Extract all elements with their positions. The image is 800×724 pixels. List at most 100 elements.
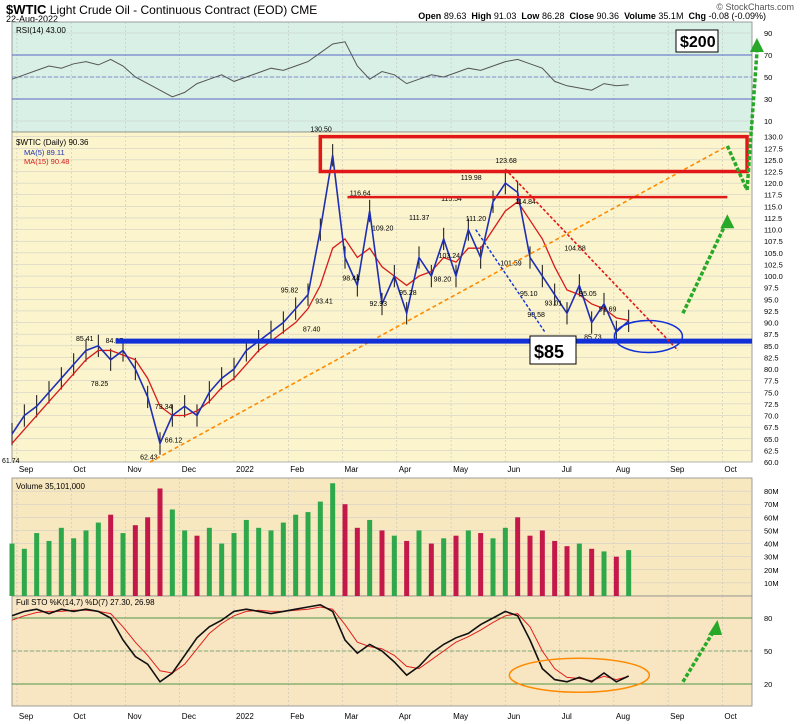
volume-bar	[626, 550, 632, 596]
price-data-label: 123.68	[495, 158, 517, 165]
volume-bar	[478, 533, 484, 596]
price-data-label: 103.24	[439, 253, 461, 260]
volume-bar	[552, 540, 558, 596]
price-data-label: 111.37	[409, 215, 429, 222]
price-y-tick-label: 120.0	[764, 179, 783, 188]
volume-bar	[601, 551, 607, 596]
volume-bar	[120, 533, 126, 596]
support-ellipse	[613, 319, 684, 354]
volume-y-tick-label: 60M	[764, 513, 779, 522]
price-y-tick-label: 117.5	[764, 191, 782, 200]
price-data-label: 62.43	[140, 455, 158, 462]
support-label: $85	[534, 342, 564, 362]
stochastic-y-tick-label: 50	[764, 647, 772, 656]
stochastic-y-tick-label: 20	[764, 680, 772, 689]
month-tick-label: Jul	[562, 465, 572, 474]
month-tick-label: Jun	[507, 712, 520, 721]
volume-bar	[34, 533, 40, 596]
price-data-label: 90.58	[527, 312, 545, 319]
price-y-tick-label: 80.0	[764, 365, 779, 374]
rsi-y-tick-label: 70	[764, 51, 772, 60]
ma15-legend: MA(15) 90.48	[24, 157, 69, 166]
volume-legend: Volume 35,101,000	[16, 482, 85, 491]
ma5-legend: MA(5) 89.11	[24, 148, 65, 157]
price-data-label: 111.20	[466, 216, 486, 223]
volume-bar	[219, 543, 225, 596]
month-tick-label: Aug	[616, 465, 630, 474]
volume-bar	[502, 527, 508, 596]
price-data-label: 95.10	[520, 291, 538, 298]
price-data-label: 130.50	[310, 126, 332, 133]
close-value: 90.36	[596, 11, 620, 21]
price-data-label: 109.20	[372, 225, 394, 232]
volume-y-tick-label: 40M	[764, 540, 779, 549]
rsi-y-tick-label: 10	[764, 117, 772, 126]
price-y-tick-label: 112.5	[764, 214, 782, 223]
quote-summary: Open 89.63 High 91.03 Low 86.28 Close 90…	[418, 11, 766, 21]
volume-bar	[182, 530, 188, 596]
copyright: © StockCharts.com	[716, 2, 794, 12]
price-data-label: 95.28	[399, 290, 417, 297]
price-y-tick-label: 102.5	[764, 260, 783, 269]
volume-bar	[83, 530, 89, 596]
month-tick-label: Aug	[616, 712, 630, 721]
volume-y-tick-label: 50M	[764, 526, 779, 535]
price-y-tick-label: 105.0	[764, 249, 783, 258]
price-y-tick-label: 72.5	[764, 400, 779, 409]
target-label: $200	[680, 34, 716, 51]
volume-bar	[428, 543, 434, 596]
volume-bar	[490, 538, 496, 596]
volume-bar	[46, 540, 52, 596]
ticker-symbol: $WTIC	[6, 2, 47, 17]
price-y-tick-label: 77.5	[764, 377, 779, 386]
price-legend-title: $WTIC (Daily) 90.36	[16, 138, 89, 147]
volume-bar	[317, 501, 323, 596]
price-y-tick-label: 92.5	[764, 307, 779, 316]
price-data-label: 78.25	[91, 381, 109, 388]
volume-y-tick-label: 70M	[764, 500, 779, 509]
month-tick-label: Apr	[399, 465, 412, 474]
green-arrow-2-head	[749, 38, 764, 52]
volume-bar	[194, 535, 200, 596]
month-tick-label: Sep	[670, 465, 685, 474]
chart-title: $WTIC Light Crude Oil - Continuous Contr…	[6, 2, 317, 17]
volume-y-tick-label: 80M	[764, 487, 779, 496]
sto-d-line	[11, 606, 629, 682]
volume-bar	[379, 530, 385, 596]
change-value: -0.08 (-0.09%)	[708, 11, 766, 21]
target-label-box	[675, 29, 719, 53]
price-data-label: 95.82	[281, 288, 299, 295]
price-y-tick-label: 125.0	[764, 156, 783, 165]
price-data-label: 98.20	[434, 276, 452, 283]
price-data-label: 73.34	[155, 404, 173, 411]
price-data-label: 93.01	[545, 301, 563, 308]
volume-bar	[539, 530, 545, 596]
price-data-label: 114.84	[515, 199, 536, 206]
volume-bar	[441, 538, 447, 596]
ma15-line	[11, 200, 629, 444]
month-tick-label: May	[453, 712, 468, 721]
price-y-tick-label: 97.5	[764, 284, 779, 293]
month-tick-label: Dec	[182, 712, 196, 721]
volume-bar	[95, 522, 101, 596]
price-y-tick-label: 127.5	[764, 144, 783, 153]
price-y-tick-label: 90.0	[764, 319, 779, 328]
volume-bar	[367, 519, 373, 596]
volume-bar	[515, 517, 521, 596]
resistance-box	[318, 134, 749, 174]
price-y-tick-label: 65.0	[764, 435, 779, 444]
month-tick-label: Mar	[345, 465, 359, 474]
price-data-label: 93.41	[315, 299, 333, 306]
volume-bar	[243, 519, 249, 596]
price-y-tick-label: 107.5	[764, 237, 783, 246]
green-arrow-2	[725, 145, 749, 191]
orange-trendline	[149, 145, 728, 463]
sto-green-arrow-head	[708, 620, 722, 635]
price-y-tick-label: 95.0	[764, 295, 779, 304]
stochastic-y-tick-label: 80	[764, 614, 772, 623]
volume-bar	[305, 512, 311, 596]
volume-bar	[71, 538, 77, 596]
support-label-box	[529, 335, 577, 365]
price-y-tick-label: 115.0	[764, 202, 782, 211]
